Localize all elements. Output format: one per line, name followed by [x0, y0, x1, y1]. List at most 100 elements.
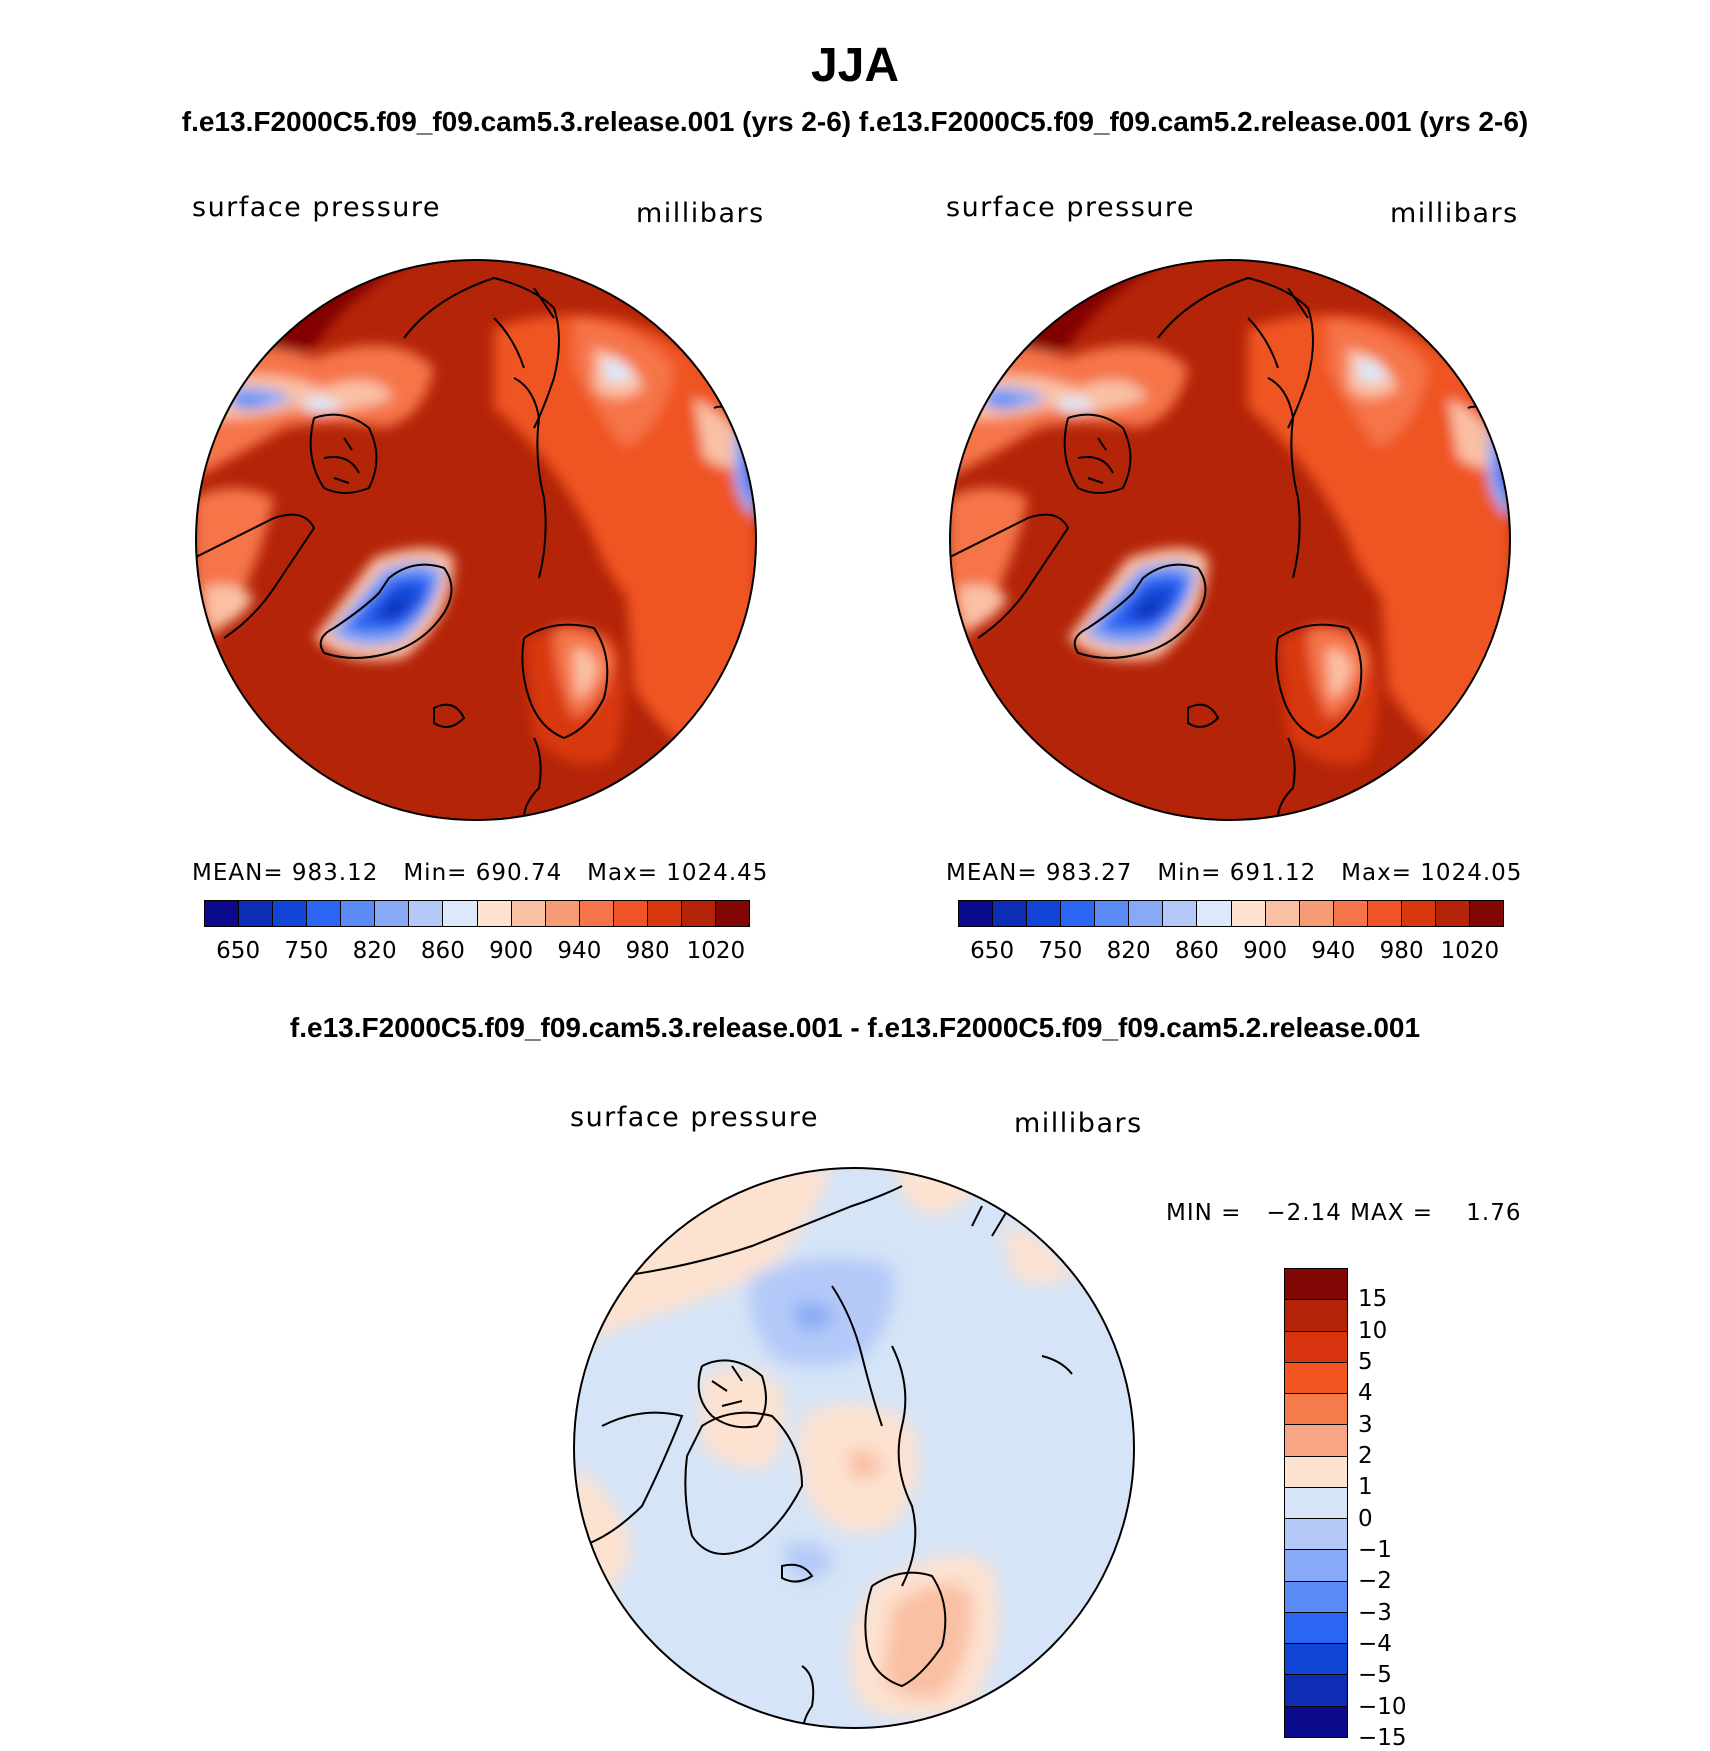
- colorbar-tick-label: 4: [1358, 1380, 1373, 1407]
- colorbar-swatch: [1401, 901, 1436, 926]
- panel1-max: 1024.45: [666, 860, 769, 886]
- panel2-max-label: Max=: [1341, 860, 1412, 886]
- colorbar-swatch: [443, 901, 478, 926]
- colorbar-swatch: [1027, 901, 1062, 926]
- colorbar-swatch: [1285, 1425, 1347, 1457]
- colorbar-swatch: [1129, 901, 1164, 926]
- colorbar-swatch: [239, 901, 274, 926]
- colorbar-tick-label: 650: [216, 938, 261, 964]
- panel2-min-label: Min=: [1157, 860, 1222, 886]
- diff-units: millibars: [1014, 1108, 1143, 1139]
- colorbar-swatch: [1285, 1362, 1347, 1395]
- colorbar-tick-label: 5: [1358, 1349, 1373, 1375]
- colorbar-tick-label: 860: [1174, 938, 1219, 964]
- panel2-variable: surface pressure: [946, 192, 1195, 223]
- colorbar-swatch: [1333, 901, 1368, 926]
- panel2-colorbar-ticks: 650 750 820 860 900 940 980 1020: [958, 938, 1504, 968]
- colorbar-swatch: [1435, 901, 1470, 926]
- colorbar-swatch: [205, 901, 240, 926]
- colorbar-swatch: [1285, 1300, 1347, 1332]
- season-title: JJA: [810, 39, 900, 92]
- colorbar-tick-label: 1020: [1440, 938, 1500, 964]
- colorbar-swatch: [681, 901, 716, 926]
- colorbar-swatch: [1285, 1456, 1347, 1488]
- colorbar-swatch: [1285, 1675, 1347, 1707]
- colorbar-tick-label: 820: [352, 938, 397, 964]
- colorbar-tick-label: 3: [1358, 1411, 1373, 1438]
- colorbar-swatch: [511, 901, 546, 926]
- colorbar-swatch: [1285, 1394, 1347, 1426]
- colorbar-swatch: [1367, 901, 1402, 926]
- colorbar-tick-label: 940: [1311, 938, 1356, 964]
- colorbar-swatch: [477, 901, 512, 926]
- colorbar-swatch: [341, 901, 376, 926]
- colorbar-tick-label: −15: [1358, 1725, 1407, 1751]
- colorbar-swatch: [1197, 901, 1232, 926]
- colorbar-swatch: [307, 901, 342, 926]
- colorbar-tick-label: 900: [1243, 938, 1288, 964]
- colorbar-swatch: [409, 901, 444, 926]
- diff-min-max: MIN = −2.14 MAX = 1.76: [1166, 1200, 1522, 1226]
- colorbar-tick-label: −3: [1358, 1599, 1392, 1626]
- panel1-min: 690.74: [475, 860, 563, 886]
- panel1-mean-label: MEAN=: [192, 860, 284, 886]
- colorbar-tick-label: 0: [1358, 1505, 1373, 1532]
- colorbar-swatch: [1285, 1269, 1347, 1301]
- colorbar-swatch: [273, 901, 308, 926]
- colorbar-tick-label: 940: [557, 938, 602, 964]
- colorbar-tick-label: 900: [489, 938, 534, 964]
- panel1-polar-map: [195, 259, 757, 821]
- colorbar-tick-label: −4: [1358, 1631, 1392, 1657]
- colorbar-swatch: [1285, 1487, 1347, 1520]
- colorbar-swatch: [1469, 901, 1503, 926]
- colorbar-swatch: [647, 901, 682, 926]
- colorbar-swatch: [1231, 901, 1266, 926]
- panel1-units: millibars: [636, 198, 765, 229]
- colorbar-swatch: [1285, 1550, 1347, 1582]
- colorbar-tick-label: 10: [1358, 1317, 1388, 1344]
- panel1-min-label: Min=: [403, 860, 468, 886]
- colorbar-swatch: [613, 901, 648, 926]
- colorbar-tick-label: −10: [1358, 1693, 1407, 1720]
- colorbar-tick-label: 650: [970, 938, 1015, 964]
- panel1-mean: 983.12: [291, 860, 379, 886]
- colorbar-tick-label: −1: [1358, 1537, 1392, 1563]
- panel2-min: 691.12: [1229, 860, 1317, 886]
- diff-polar-map: [573, 1167, 1135, 1729]
- diff-colorbar: [1284, 1268, 1348, 1738]
- panel2-units: millibars: [1390, 198, 1519, 229]
- colorbar-swatch: [1299, 901, 1334, 926]
- panel2-mean: 983.27: [1045, 860, 1133, 886]
- panel1-colorbar: [204, 900, 750, 927]
- panel2-stats: MEAN= 983.27 Min= 691.12 Max= 1024.05: [946, 860, 1522, 886]
- colorbar-tick-label: 980: [1379, 938, 1424, 964]
- colorbar-swatch: [545, 901, 580, 926]
- colorbar-swatch: [1285, 1581, 1347, 1613]
- colorbar-swatch: [1285, 1331, 1347, 1363]
- colorbar-swatch: [1095, 901, 1130, 926]
- difference-title: f.e13.F2000C5.f09_f09.cam5.3.release.001…: [289, 1012, 1421, 1043]
- colorbar-tick-label: 2: [1358, 1443, 1373, 1469]
- panel2-mean-label: MEAN=: [946, 860, 1038, 886]
- colorbar-swatch: [1163, 901, 1198, 926]
- colorbar-tick-label: 980: [625, 938, 670, 964]
- colorbar-swatch: [1285, 1519, 1347, 1551]
- colorbar-swatch: [715, 901, 749, 926]
- colorbar-swatch: [1285, 1644, 1347, 1676]
- colorbar-tick-label: −5: [1358, 1662, 1392, 1689]
- diff-variable: surface pressure: [570, 1102, 819, 1133]
- colorbar-tick-label: 1: [1358, 1474, 1373, 1501]
- colorbar-tick-label: 750: [284, 938, 329, 964]
- colorbar-swatch: [375, 901, 410, 926]
- panel2-colorbar: [958, 900, 1504, 927]
- panel2-max: 1024.05: [1420, 860, 1523, 886]
- colorbar-tick-label: 1020: [686, 938, 746, 964]
- colorbar-swatch: [993, 901, 1028, 926]
- colorbar-tick-label: −2: [1358, 1568, 1392, 1595]
- panel1-variable: surface pressure: [192, 192, 441, 223]
- colorbar-swatch: [1061, 901, 1096, 926]
- colorbar-tick-label: 860: [420, 938, 465, 964]
- panel2-polar-map: [949, 259, 1511, 821]
- colorbar-swatch: [1285, 1612, 1347, 1645]
- panel1-colorbar-ticks: 650 750 820 860 900 940 980 1020: [204, 938, 750, 968]
